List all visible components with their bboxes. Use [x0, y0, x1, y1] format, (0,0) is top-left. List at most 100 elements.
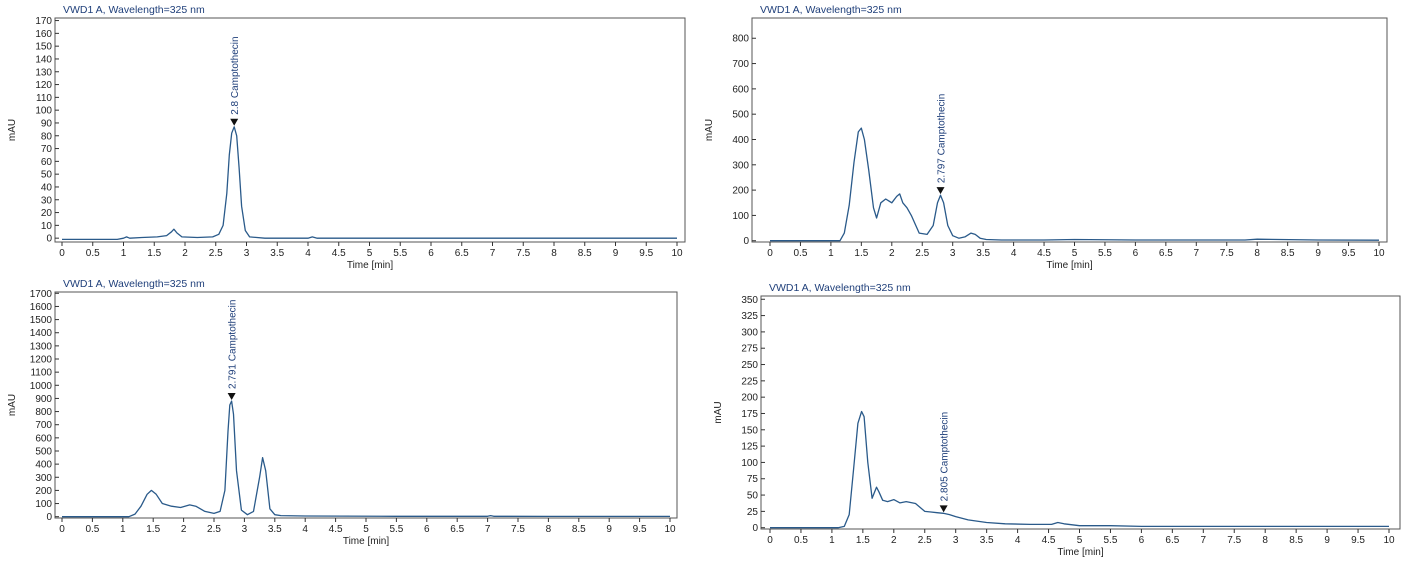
x-tick-label: 4 [302, 524, 308, 535]
x-tick-label: 4 [305, 248, 311, 259]
x-tick-label: 9 [606, 524, 612, 535]
y-tick-label: 800 [35, 407, 52, 418]
chromatogram-trace [62, 400, 670, 518]
x-tick-label: 4 [1011, 248, 1017, 259]
y-tick-label: 100 [741, 458, 758, 469]
peak-annotation: 2.797 Camptothecin [937, 94, 948, 184]
x-tick-label: 9 [1315, 248, 1321, 259]
x-tick-label: 3 [244, 248, 250, 259]
y-tick-label: 25 [747, 507, 759, 518]
x-tick-label: 5.5 [389, 524, 403, 535]
x-tick-label: 2 [891, 535, 897, 546]
x-tick-label: 0.5 [794, 535, 808, 546]
peak-marker [230, 118, 239, 126]
x-tick-label: 7 [1194, 248, 1200, 259]
x-tick-label: 0 [767, 248, 773, 259]
x-tick-label: 3 [950, 248, 956, 259]
y-tick-label: 300 [35, 473, 52, 484]
x-tick-label: 8 [551, 248, 557, 259]
x-tick-label: 2.5 [915, 248, 929, 259]
y-tick-label: 10 [41, 221, 53, 232]
x-tick-label: 5.5 [1098, 248, 1112, 259]
y-tick-label: 0 [752, 523, 758, 534]
x-tick-label: 1 [828, 248, 834, 259]
plot-frame [760, 295, 1401, 530]
y-tick-label: 250 [741, 360, 758, 371]
x-tick-label: 0.5 [86, 248, 100, 259]
y-tick-label: 200 [732, 186, 749, 197]
x-tick-label: 6 [428, 248, 434, 259]
x-tick-label: 10 [1383, 535, 1395, 546]
peak-marker [939, 505, 948, 513]
chromatogram-trace [770, 410, 1389, 529]
y-tick-label: 900 [35, 394, 52, 405]
x-tick-label: 0 [59, 524, 65, 535]
x-tick-label: 10 [671, 248, 683, 259]
x-tick-label: 1.5 [146, 524, 160, 535]
chromatogram-panel-1: VWD1 A, Wavelength=325 nm 0 10 20 30 40 50 60 70… [0, 0, 700, 275]
x-tick-label: 7.5 [1227, 535, 1241, 546]
x-tick-label: 8 [1262, 535, 1268, 546]
y-tick-label: 125 [741, 442, 758, 453]
chromatogram-panel-3: VWD1 A, Wavelength=325 nm 0 100 200 300 400 50… [0, 276, 700, 569]
y-tick-label: 50 [41, 170, 53, 181]
x-tick-label: 9.5 [1351, 535, 1365, 546]
y-tick-label: 75 [747, 474, 759, 485]
x-tick-label: 6.5 [450, 524, 464, 535]
x-tick-label: 10 [1373, 248, 1385, 259]
y-tick-label: 50 [747, 491, 759, 502]
x-tick-label: 6 [1133, 248, 1139, 259]
y-tick-label: 400 [732, 135, 749, 146]
y-tick-label: 300 [732, 160, 749, 171]
chromatogram-chart-1: VWD1 A, Wavelength=325 nm010203040506070… [7, 4, 686, 271]
y-tick-label: 160 [35, 29, 52, 40]
y-tick-label: 600 [732, 84, 749, 95]
x-tick-label: 9.5 [633, 524, 647, 535]
x-tick-label: 10 [664, 524, 676, 535]
x-tick-label: 0.5 [793, 248, 807, 259]
y-tick-label: 0 [743, 236, 749, 247]
x-tick-label: 2.5 [209, 248, 223, 259]
x-tick-label: 8.5 [1281, 248, 1295, 259]
y-tick-label: 600 [35, 433, 52, 444]
chromatogram-chart-2: VWD1 A, Wavelength=325 nm010020030040050… [704, 4, 1388, 271]
y-tick-label: 400 [35, 460, 52, 471]
chart-title: VWD1 A, Wavelength=325 nm [63, 4, 205, 16]
y-tick-label: 700 [35, 420, 52, 431]
peak-annotation: 2.791 Camptothecin [228, 300, 239, 390]
x-tick-label: 8 [546, 524, 552, 535]
x-tick-label: 1.5 [856, 535, 870, 546]
chart-title: VWD1 A, Wavelength=325 nm [760, 4, 902, 16]
x-tick-label: 8.5 [1289, 535, 1303, 546]
x-tick-label: 0 [767, 535, 773, 546]
y-tick-label: 1500 [30, 315, 53, 326]
y-tick-label: 500 [732, 110, 749, 121]
x-tick-label: 5.5 [393, 248, 407, 259]
x-tick-label: 2 [889, 248, 895, 259]
x-tick-label: 9.5 [1342, 248, 1356, 259]
chromatogram-panel-2: VWD1 A, Wavelength=325 nm 0 100 200 300 400 50… [704, 0, 1426, 275]
plot-frame [54, 291, 678, 519]
x-tick-label: 5 [367, 248, 373, 259]
y-tick-label: 150 [741, 425, 758, 436]
plot-frame [54, 17, 686, 243]
peak-annotation: 2.805 Camptothecin [940, 412, 951, 502]
x-tick-label: 4.5 [1042, 535, 1056, 546]
y-axis-label: mAU [7, 119, 18, 141]
y-tick-label: 225 [741, 376, 758, 387]
x-tick-label: 6 [424, 524, 430, 535]
plot-frame [751, 17, 1388, 243]
x-tick-label: 3 [242, 524, 248, 535]
x-tick-label: 8 [1254, 248, 1260, 259]
y-axis-label: mAU [713, 401, 724, 423]
x-tick-label: 2 [181, 524, 187, 535]
y-tick-label: 0 [46, 512, 52, 523]
y-tick-label: 1300 [30, 341, 53, 352]
y-tick-label: 275 [741, 344, 758, 355]
peak-marker [936, 187, 945, 195]
chart-title: VWD1 A, Wavelength=325 nm [63, 278, 205, 290]
y-tick-label: 170 [35, 16, 52, 27]
y-tick-label: 40 [41, 182, 53, 193]
chromatogram-panel-4: VWD1 A, Wavelength=325 nm 0 25 50 75 100 125 15… [706, 276, 1426, 569]
x-tick-label: 6.5 [455, 248, 469, 259]
